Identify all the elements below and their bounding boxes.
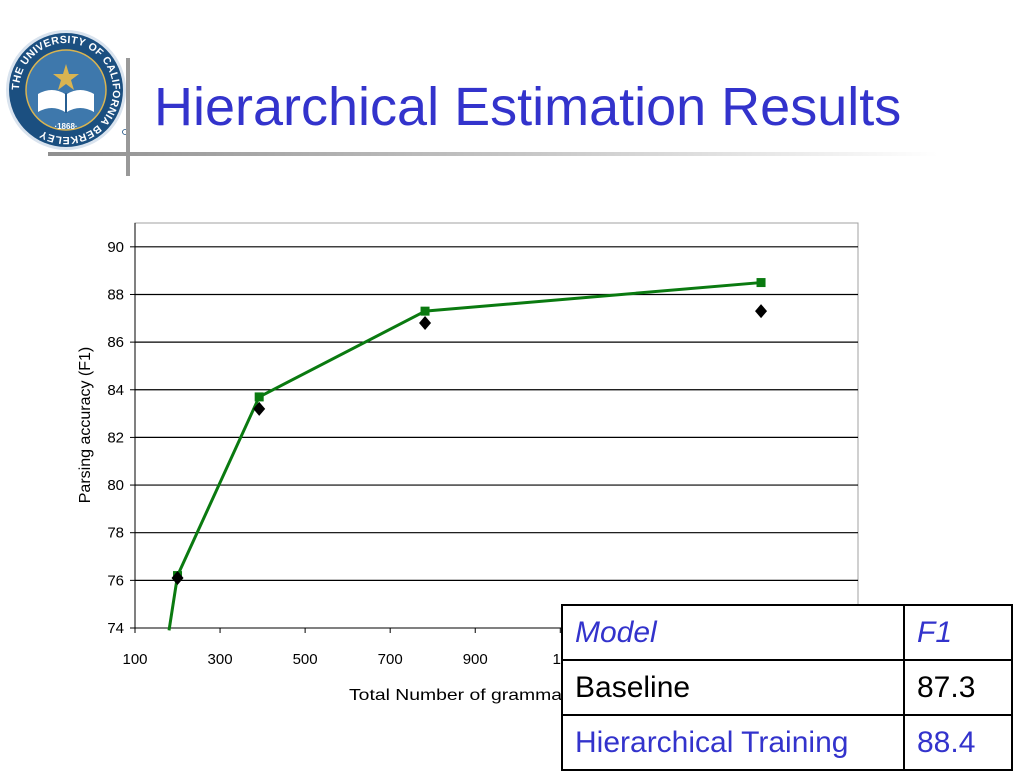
y-axis-tick-labels: 74 76 78 80 82 84 86 88 90 [107,239,135,637]
uc-berkeley-seal-logo: THE UNIVERSITY OF CALIFORNIA BERKELEY ·1… [6,30,128,150]
table-cell-f1-hierarchical: 88.4 [903,714,1013,771]
x-axis-label: Total Number of gramma [349,687,562,704]
table-cell-model-hierarchical: Hierarchical Training [561,714,905,771]
y-tick-label: 82 [107,429,124,446]
table-row: Baseline 87.3 [561,659,1013,716]
seal-book-icon [38,90,94,113]
x-tick-label: 700 [378,651,403,668]
slide-title: Hierarchical Estimation Results [154,77,902,137]
table-header-f1: F1 [903,604,1013,661]
series-0-point [254,392,264,402]
x-tick-label: 900 [463,651,488,668]
y-tick-label: 84 [107,382,124,399]
seal-star-icon [53,64,79,90]
series-1-point [253,401,266,416]
y-tick-label: 74 [107,620,124,637]
y-axis-label: Parsing accuracy (F1) [77,347,94,504]
table-row: Hierarchical Training 88.4 [561,714,1013,771]
title-horizontal-rule [48,152,938,156]
table-cell-model-baseline: Baseline [561,659,905,716]
table-header-model: Model [561,604,905,661]
x-tick-label: 300 [208,651,233,668]
series-1-point [755,304,768,319]
y-tick-label: 76 [107,572,124,589]
seal-year-text: ·1868· [54,122,77,131]
series-layer [167,278,768,631]
series-0-point [420,306,430,316]
series-0-point [756,278,766,288]
y-tick-label: 86 [107,334,124,351]
y-tick-label: 80 [107,477,124,494]
seal-inner-disc [26,50,106,130]
x-axis-tick-labels: 10030050070090011 [122,628,568,668]
series-1-point [171,570,184,585]
y-tick-label: 78 [107,525,124,542]
x-tick-label: 100 [122,651,147,668]
series-1-point [419,316,432,331]
title-vertical-rule [126,58,130,176]
plot-frame [134,222,859,629]
x-tick-label: 500 [293,651,318,668]
gridlines [135,246,858,581]
y-tick-label: 88 [107,286,124,303]
plot-area [134,222,859,629]
table-cell-f1-baseline: 87.3 [903,659,1013,716]
table-header-row: Model F1 [561,604,1013,661]
y-tick-label: 90 [107,239,124,256]
results-table: Model F1 Baseline 87.3 Hierarchical Trai… [561,604,1013,771]
